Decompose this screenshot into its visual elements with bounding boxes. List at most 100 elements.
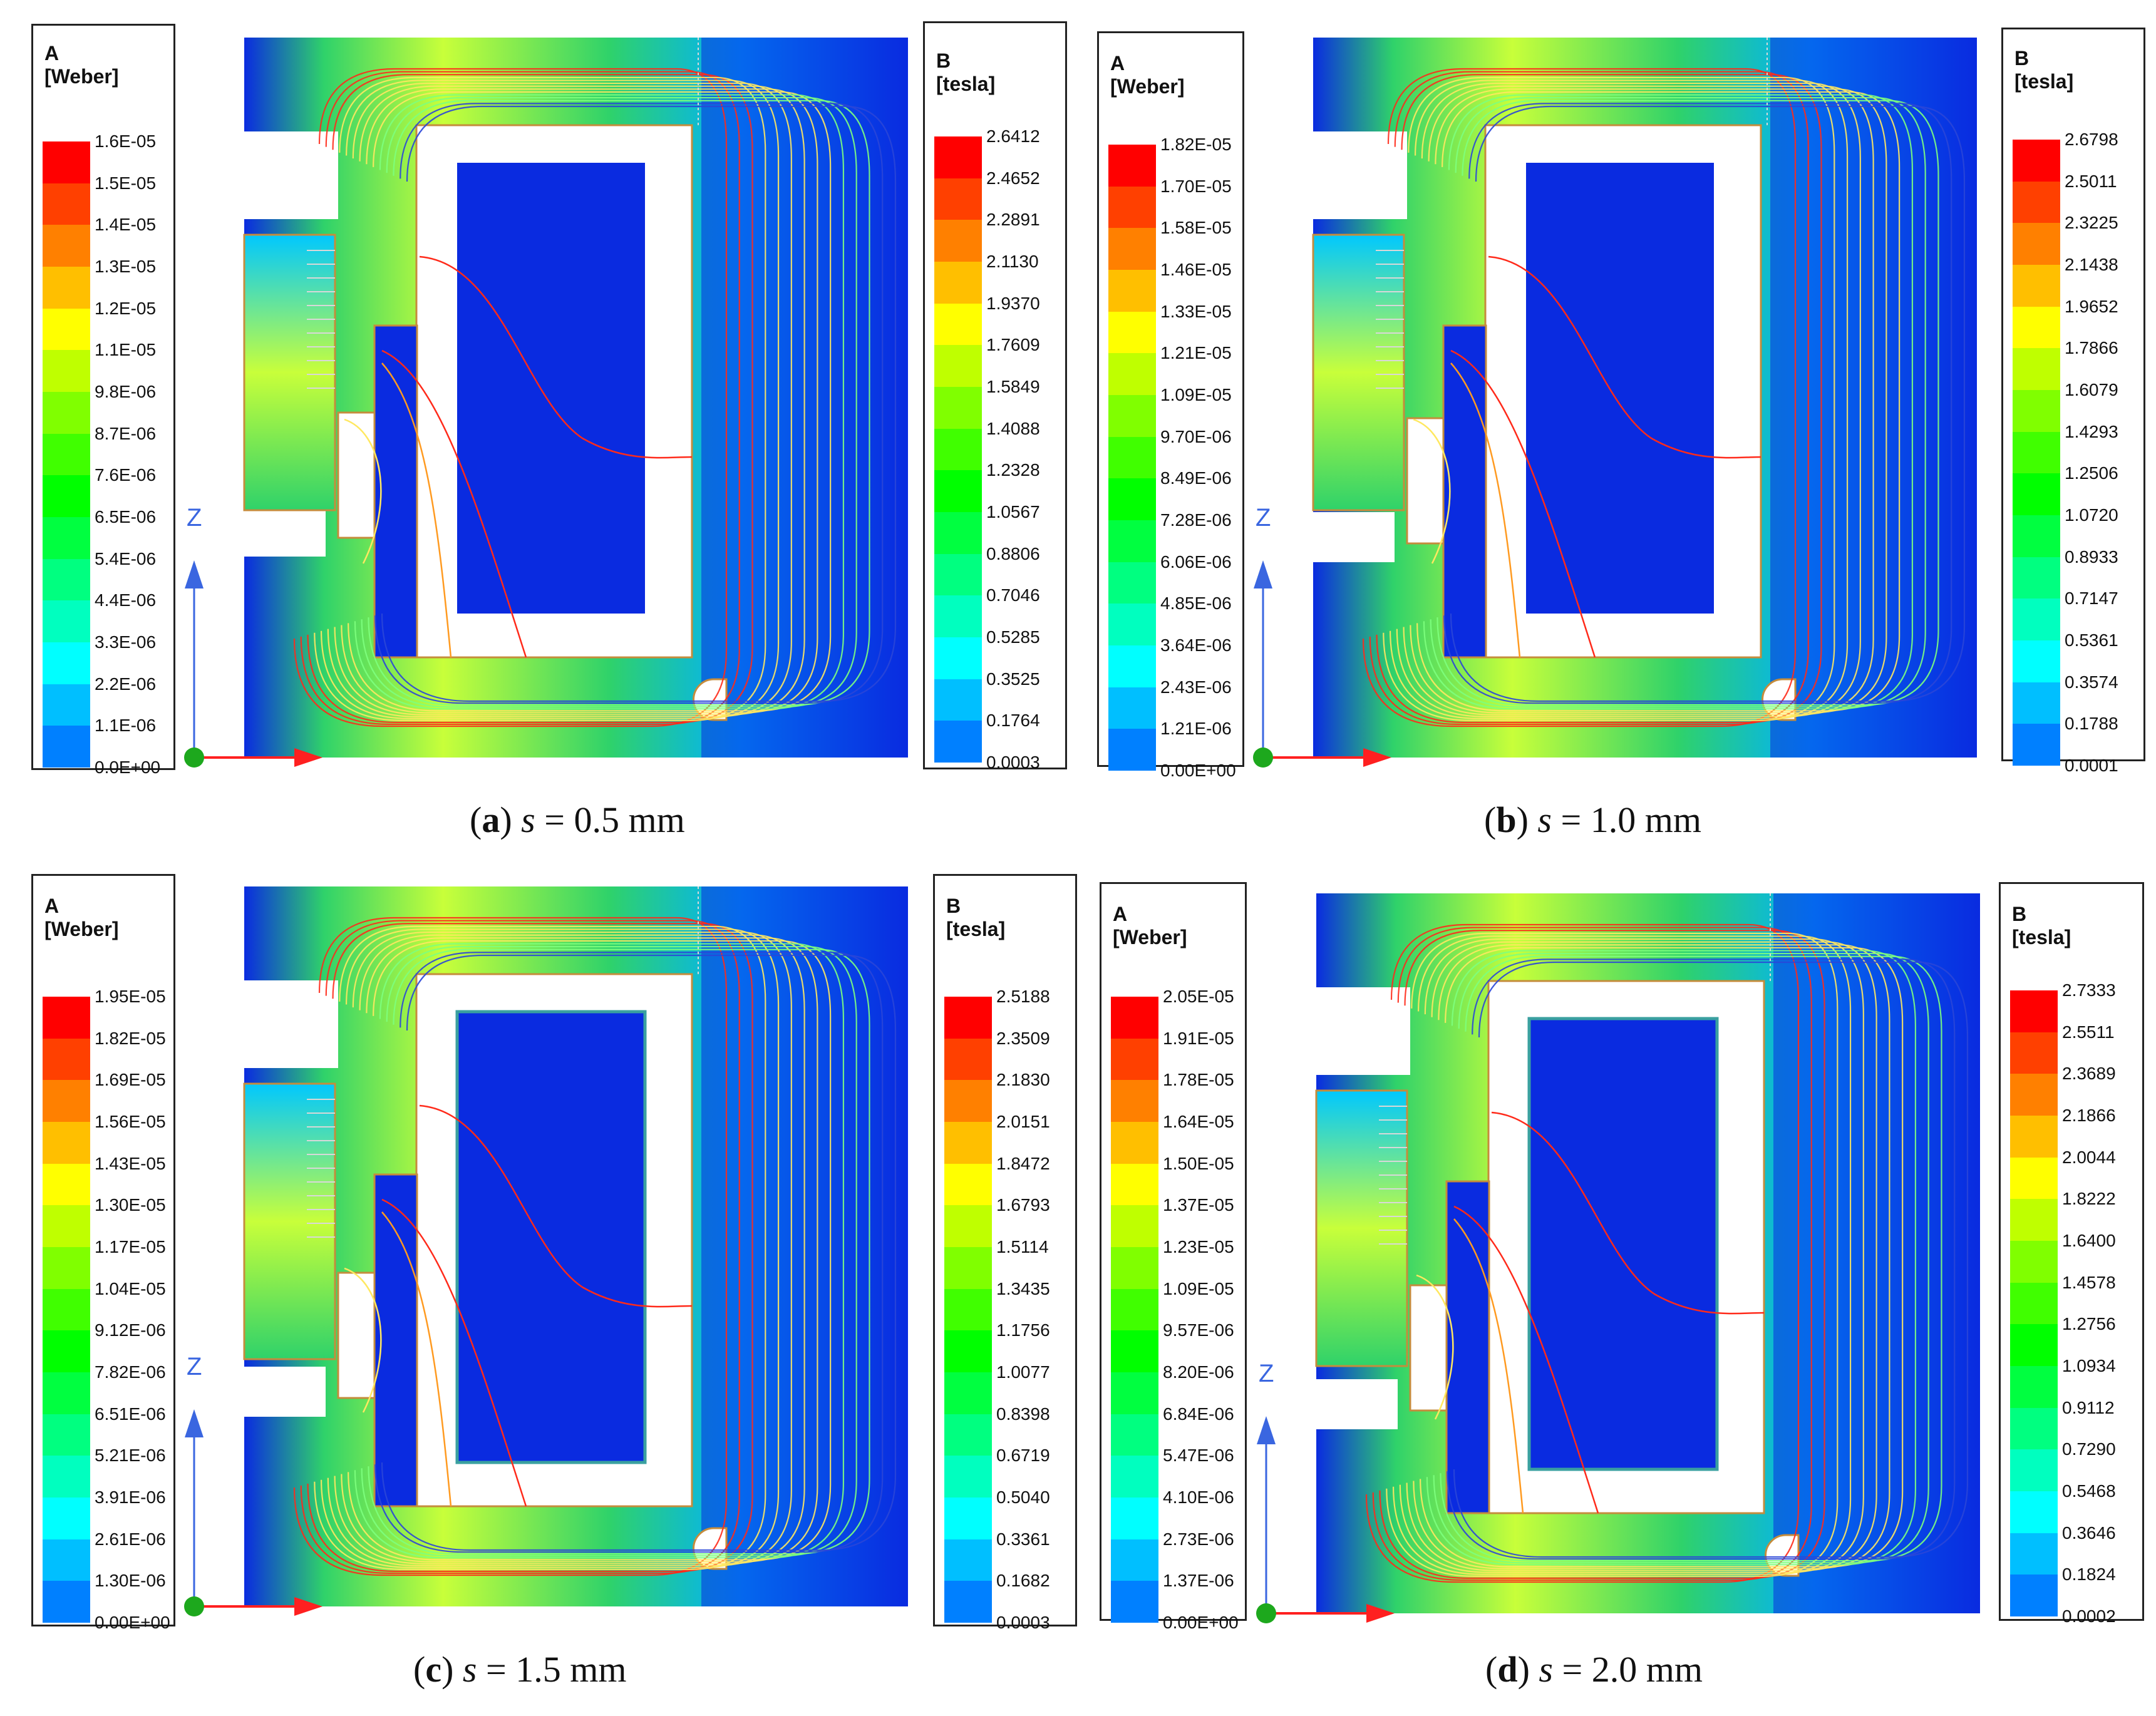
- colorbar-band: [43, 1121, 90, 1164]
- legend-value: 5.4E-06: [95, 548, 157, 568]
- x-axis-arrow: [294, 748, 322, 767]
- cooling-hole: [1765, 1534, 1800, 1577]
- legend-value: 1.5114: [996, 1237, 1049, 1256]
- colorbar-band: [1111, 1456, 1158, 1498]
- legend-value: 0.00E+00: [95, 1613, 170, 1632]
- air-region-upper: [244, 131, 338, 219]
- flux-line: [1403, 85, 1874, 716]
- colorbar-band: [944, 1456, 992, 1498]
- legend-title: A [Weber]: [44, 42, 119, 88]
- colorbar-band: [2010, 1199, 2058, 1241]
- colorbar-band: [944, 997, 992, 1039]
- coil: [1527, 1017, 1719, 1471]
- legend-value: 2.0044: [2062, 1147, 2116, 1167]
- flux-line: [307, 74, 753, 723]
- a-potential-legend: A [Weber] 1.82E-05 1.70E-05 1.58E-05 1.46E-0…: [1097, 31, 1244, 780]
- legend-value: 9.12E-06: [95, 1320, 166, 1340]
- panel-b: A [Weber] 1.82E-05 1.70E-05 1.58E-05 1.46E-0…: [1078, 0, 2156, 858]
- legend-value: 4.10E-06: [1163, 1487, 1234, 1507]
- colorbar-band: [1111, 1163, 1158, 1206]
- colorbar-band: [1108, 520, 1156, 562]
- legend-value: 0.3574: [2065, 672, 2118, 692]
- flux-line-inner: [1450, 349, 1596, 658]
- legend-colorbar: [944, 997, 992, 1623]
- flux-line: [354, 943, 845, 1559]
- legend-value: 0.9112: [2062, 1397, 2115, 1417]
- legend-value: 2.0151: [996, 1112, 1050, 1131]
- legend-value: 1.64E-05: [1163, 1112, 1234, 1131]
- colorbar-band: [43, 1330, 90, 1372]
- flux-line: [1406, 941, 1877, 1571]
- legend-value: 0.5468: [2062, 1481, 2116, 1501]
- flux-line: [314, 925, 766, 1570]
- flux-line: [381, 105, 897, 702]
- caption-a: (a) s = 0.5 mm: [470, 799, 685, 840]
- legend-value: 2.4652: [986, 168, 1040, 188]
- colorbar-band: [1111, 1414, 1158, 1456]
- legend-value: 2.05E-05: [1163, 987, 1234, 1006]
- legend-title: B [tesla]: [2012, 903, 2071, 948]
- colorbar-band: [934, 553, 982, 596]
- legend-title: A [Weber]: [44, 895, 119, 940]
- coil: [457, 163, 645, 614]
- colorbar-band: [2013, 473, 2060, 515]
- legend-value: 1.95E-05: [95, 987, 166, 1006]
- legend-title: A [Weber]: [1113, 903, 1187, 948]
- colorbar-band: [1111, 1539, 1158, 1581]
- flux-line: [1389, 80, 1849, 719]
- flux-line: [314, 76, 766, 721]
- colorbar-band: [2013, 431, 2060, 474]
- legend-value: 1.4E-05: [95, 215, 157, 235]
- flux-line: [334, 934, 805, 1564]
- legend-value: 0.8398: [996, 1404, 1050, 1424]
- legend-value: 0.1788: [2065, 714, 2118, 734]
- colorbar-band: [2013, 389, 2060, 432]
- colorbar-band: [1108, 145, 1156, 187]
- colorbar-band: [2010, 1449, 2058, 1491]
- legend-values: 1.6E-05 1.5E-05 1.4E-05 1.3E-05 1.2E-05 1.1E-…: [95, 131, 176, 777]
- legend-value: 0.8933: [2065, 547, 2118, 567]
- colorbar-band: [43, 1288, 90, 1331]
- flux-line: [320, 928, 780, 1568]
- colorbar-band: [1111, 1372, 1158, 1414]
- x-axis-arrow: [1363, 748, 1391, 767]
- colorbar-band: [43, 183, 90, 225]
- legend-value: 1.2E-05: [95, 298, 157, 318]
- legend-value: 2.5511: [2062, 1022, 2115, 1042]
- a-potential-legend: A [Weber] 1.95E-05 1.82E-05 1.69E-05 1.56E-0…: [31, 874, 175, 1632]
- legend-value: 1.4293: [2065, 421, 2118, 441]
- cooling-hole: [1761, 678, 1797, 721]
- legend-value: 2.43E-06: [1160, 677, 1232, 697]
- colorbar-band: [43, 642, 90, 684]
- legend-value: 2.7333: [2062, 980, 2116, 1000]
- colorbar-band: [43, 1246, 90, 1289]
- flux-line: [334, 85, 805, 716]
- coil: [455, 1010, 647, 1464]
- legend-value: 1.33E-05: [1160, 301, 1232, 321]
- flux-line: [1420, 947, 1904, 1568]
- colorbar-band: [2013, 557, 2060, 599]
- air-region-lower: [1316, 1379, 1398, 1429]
- colorbar-band: [43, 475, 90, 517]
- colorbar-band: [1108, 687, 1156, 729]
- flux-line: [1453, 961, 1969, 1558]
- colorbar-band: [2013, 640, 2060, 682]
- legend-value: 5.21E-06: [95, 1446, 166, 1466]
- colorbar-band: [1108, 562, 1156, 604]
- colorbar-band: [43, 1372, 90, 1414]
- colorbar-band: [2013, 264, 2060, 307]
- caption-c: (c) s = 1.5 mm: [413, 1649, 627, 1690]
- legend-value: 1.0077: [996, 1362, 1050, 1382]
- colorbar-band: [43, 391, 90, 434]
- flux-line-inner: [419, 1104, 693, 1308]
- legend-values: 2.7333 2.5511 2.3689 2.1866 2.0044 1.8222 1.64…: [2062, 980, 2143, 1626]
- legend-value: 1.2506: [2065, 463, 2118, 483]
- legend-value: 0.5040: [996, 1487, 1050, 1507]
- colorbar-band: [944, 1163, 992, 1206]
- colorbar-band: [1108, 645, 1156, 687]
- colorbar-band: [1111, 1581, 1158, 1623]
- legend-value: 1.7609: [986, 335, 1040, 355]
- legend-value: 2.3689: [2062, 1064, 2116, 1084]
- colorbar-band: [43, 1414, 90, 1456]
- colorbar-band: [1108, 353, 1156, 395]
